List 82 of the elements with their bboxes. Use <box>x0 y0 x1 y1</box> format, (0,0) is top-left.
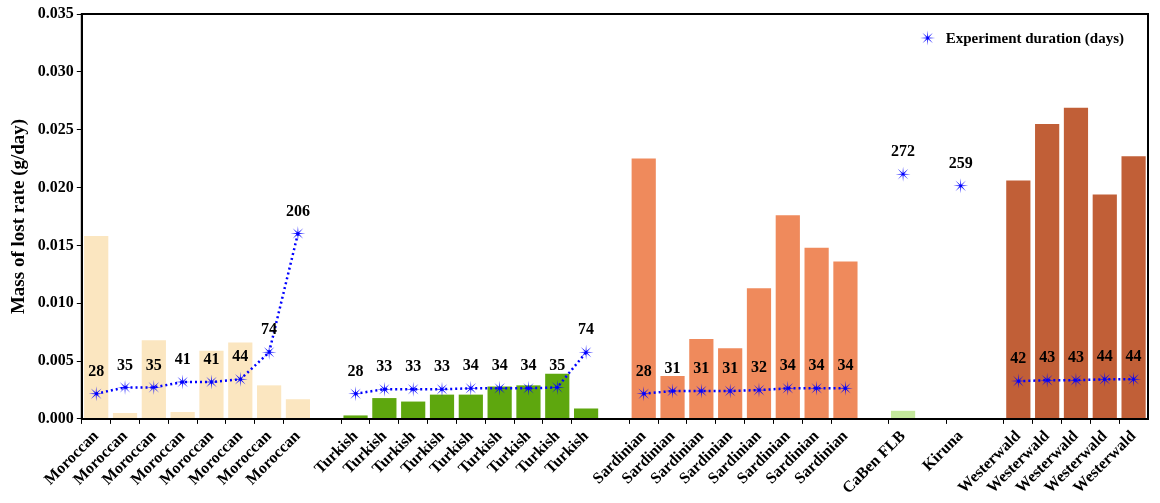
data-label: 28 <box>88 361 105 379</box>
data-label: 31 <box>664 359 681 377</box>
bar <box>890 410 916 419</box>
data-label: 41 <box>174 350 191 368</box>
point <box>1126 371 1142 387</box>
bar <box>516 385 541 419</box>
point <box>837 380 853 396</box>
data-label: 272 <box>891 142 916 160</box>
bar <box>718 348 743 419</box>
data-label: 34 <box>808 356 825 374</box>
bar <box>1121 156 1146 419</box>
bar <box>1006 180 1031 419</box>
data-label: 28 <box>347 361 364 379</box>
bar <box>689 339 714 419</box>
bar <box>257 385 282 419</box>
point <box>232 371 248 387</box>
bar <box>1063 107 1089 419</box>
bar <box>228 342 253 419</box>
bar <box>170 411 195 419</box>
bar <box>372 398 397 419</box>
y-tick-label: 0.010 <box>37 293 74 311</box>
data-label: 34 <box>837 356 854 374</box>
data-label: 259 <box>948 154 973 171</box>
y-tick-label: 0.005 <box>37 351 74 369</box>
y-tick-label: 0.020 <box>37 177 74 195</box>
data-label: 41 <box>203 350 220 368</box>
bar <box>775 215 800 419</box>
bar <box>746 288 772 419</box>
bar <box>545 373 570 419</box>
legend-label: Experiment duration (days) <box>945 29 1125 47</box>
data-label: 35 <box>549 355 566 373</box>
bar <box>1092 194 1117 419</box>
data-label: 43 <box>1039 348 1056 366</box>
data-label: 31 <box>722 359 739 377</box>
data-label: 44 <box>1096 347 1113 365</box>
bar <box>458 394 483 419</box>
data-label: 33 <box>376 357 393 375</box>
data-label: 44 <box>1125 347 1142 365</box>
y-tick-label: 0.030 <box>37 61 74 79</box>
data-label: 35 <box>145 355 162 373</box>
bar <box>112 413 138 419</box>
data-label: 34 <box>520 356 537 374</box>
bar <box>285 399 311 419</box>
data-label: 74 <box>578 320 595 338</box>
point <box>809 380 825 396</box>
data-label: 44 <box>232 347 249 365</box>
point <box>405 381 421 397</box>
y-tick-label: 0.000 <box>37 409 74 427</box>
y-axis-title: Mass of lost rate (g/day) <box>7 118 30 315</box>
data-label: 34 <box>779 356 796 374</box>
data-label: 33 <box>405 357 422 375</box>
data-label: 31 <box>693 359 710 377</box>
point <box>636 386 652 402</box>
bar <box>573 408 599 419</box>
bar <box>141 340 166 419</box>
bar <box>487 386 512 419</box>
data-label: 43 <box>1067 348 1084 366</box>
data-label: 35 <box>117 355 134 373</box>
bar <box>343 415 368 419</box>
data-label: 32 <box>750 358 767 376</box>
data-label: 42 <box>1010 349 1027 367</box>
bar <box>401 401 426 419</box>
point <box>492 380 508 396</box>
data-label: 34 <box>462 356 479 374</box>
bar <box>660 376 685 419</box>
point <box>1097 371 1113 387</box>
bar <box>833 261 858 419</box>
data-label: 206 <box>285 201 310 219</box>
bar <box>429 394 455 419</box>
y-tick-label: 0.035 <box>37 4 74 22</box>
point <box>1039 372 1055 388</box>
bar <box>804 247 829 419</box>
bar <box>84 236 109 419</box>
bar <box>631 158 656 419</box>
bar <box>1035 123 1060 419</box>
bar <box>199 350 224 419</box>
data-label: 34 <box>491 356 508 374</box>
y-tick-label: 0.015 <box>37 235 74 253</box>
data-label: 28 <box>635 361 652 379</box>
data-label: 33 <box>434 357 450 375</box>
data-label: 74 <box>261 320 278 338</box>
y-tick-label: 0.025 <box>37 119 74 137</box>
